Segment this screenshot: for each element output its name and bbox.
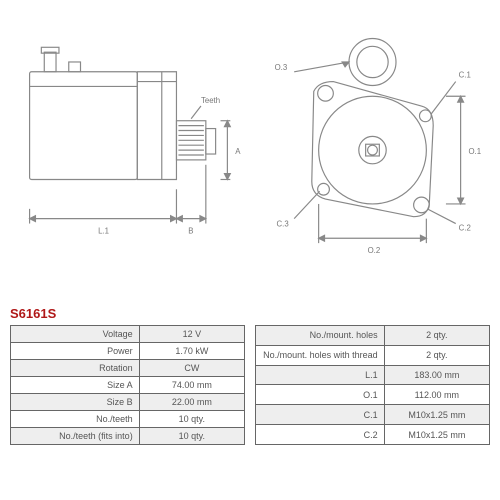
spec-table-left: Voltage12 VPower1.70 kWRotationCWSize A7… bbox=[10, 325, 245, 445]
table-row: No./teeth10 qty. bbox=[11, 411, 245, 428]
spec-value: 10 qty. bbox=[139, 428, 244, 445]
spec-label: O.1 bbox=[256, 385, 385, 405]
spec-tables: Voltage12 VPower1.70 kWRotationCWSize A7… bbox=[10, 325, 490, 445]
table-row: Voltage12 V bbox=[11, 326, 245, 343]
table-row: Power1.70 kW bbox=[11, 343, 245, 360]
table-row: C.1M10x1.25 mm bbox=[256, 405, 490, 425]
dim-c3: C.3 bbox=[277, 219, 290, 228]
spec-value: 1.70 kW bbox=[139, 343, 244, 360]
dim-b: B bbox=[188, 226, 193, 235]
spec-value: M10x1.25 mm bbox=[384, 425, 489, 445]
product-code: S6161S bbox=[10, 306, 490, 321]
spec-value: 10 qty. bbox=[139, 411, 244, 428]
spec-label: Voltage bbox=[11, 326, 140, 343]
dim-c1: C.1 bbox=[459, 71, 471, 80]
spec-label: No./mount. holes bbox=[256, 326, 385, 346]
table-row: RotationCW bbox=[11, 360, 245, 377]
spec-value: 112.00 mm bbox=[384, 385, 489, 405]
dim-o3: O.3 bbox=[275, 63, 288, 72]
spec-value: 183.00 mm bbox=[384, 365, 489, 385]
dim-teeth: Teeth bbox=[201, 96, 220, 105]
spec-label: No./mount. holes with thread bbox=[256, 345, 385, 365]
diagram-area: L.1 B A Teeth bbox=[10, 10, 490, 300]
spec-label: Power bbox=[11, 343, 140, 360]
spec-label: C.1 bbox=[256, 405, 385, 425]
spec-value: 12 V bbox=[139, 326, 244, 343]
dim-l1: L.1 bbox=[98, 226, 109, 235]
dim-o2: O.2 bbox=[368, 246, 381, 255]
dim-a: A bbox=[235, 147, 241, 156]
spec-value: 22.00 mm bbox=[139, 394, 244, 411]
dim-o1: O.1 bbox=[468, 147, 481, 156]
front-view-diagram: O.3 O.2 O.1 C.1 C.2 C.3 bbox=[255, 10, 490, 300]
spec-label: No./teeth bbox=[11, 411, 140, 428]
spec-value: 2 qty. bbox=[384, 345, 489, 365]
table-row: No./mount. holes with thread2 qty. bbox=[256, 345, 490, 365]
spec-label: Size A bbox=[11, 377, 140, 394]
spec-label: L.1 bbox=[256, 365, 385, 385]
spec-label: No./teeth (fits into) bbox=[11, 428, 140, 445]
table-row: O.1112.00 mm bbox=[256, 385, 490, 405]
table-row: Size B22.00 mm bbox=[11, 394, 245, 411]
spec-value: M10x1.25 mm bbox=[384, 405, 489, 425]
dim-c2: C.2 bbox=[459, 223, 471, 232]
side-view-diagram: L.1 B A Teeth bbox=[10, 10, 245, 300]
spec-label: Size B bbox=[11, 394, 140, 411]
spec-value: CW bbox=[139, 360, 244, 377]
spec-label: Rotation bbox=[11, 360, 140, 377]
spec-label: C.2 bbox=[256, 425, 385, 445]
spec-value: 74.00 mm bbox=[139, 377, 244, 394]
table-row: No./teeth (fits into)10 qty. bbox=[11, 428, 245, 445]
spec-table-right: No./mount. holes2 qty.No./mount. holes w… bbox=[255, 325, 490, 445]
table-row: C.2M10x1.25 mm bbox=[256, 425, 490, 445]
table-row: No./mount. holes2 qty. bbox=[256, 326, 490, 346]
spec-value: 2 qty. bbox=[384, 326, 489, 346]
table-row: Size A74.00 mm bbox=[11, 377, 245, 394]
table-row: L.1183.00 mm bbox=[256, 365, 490, 385]
